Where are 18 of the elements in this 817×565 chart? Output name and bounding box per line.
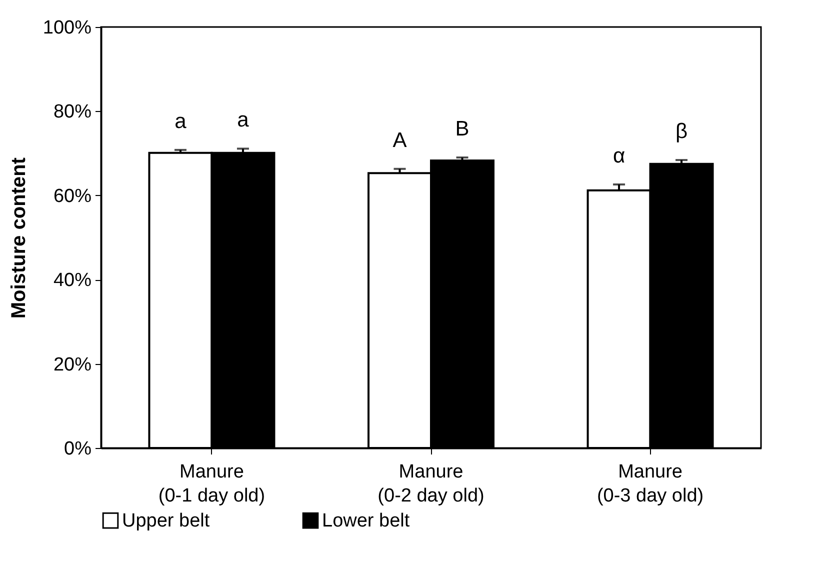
- y-tick-label: 0%: [64, 438, 92, 460]
- x-tick-label: Manure (0-3 day old): [596, 462, 704, 506]
- annotation: a: [174, 110, 187, 133]
- y-tick-label: 20%: [53, 354, 92, 376]
- y-tick-label: 40%: [53, 270, 92, 292]
- annotation: B: [455, 118, 470, 141]
- y-tick-label: 100%: [42, 18, 92, 38]
- annotation: α: [612, 144, 626, 168]
- legend-label: Upper belt: [122, 510, 210, 532]
- y-axis-title: Moisture content: [8, 157, 30, 319]
- annotation: β: [675, 120, 688, 144]
- y-tick-label: 80%: [53, 102, 92, 123]
- x-tick-label: Manure (0-2 day old): [378, 462, 484, 506]
- annotation: A: [392, 128, 407, 152]
- annotation: a: [237, 108, 250, 132]
- legend-label: Lower belt: [322, 510, 410, 532]
- x-tick-label: Manure (0-1 day old): [158, 462, 266, 506]
- y-tick-label: 60%: [53, 186, 92, 207]
